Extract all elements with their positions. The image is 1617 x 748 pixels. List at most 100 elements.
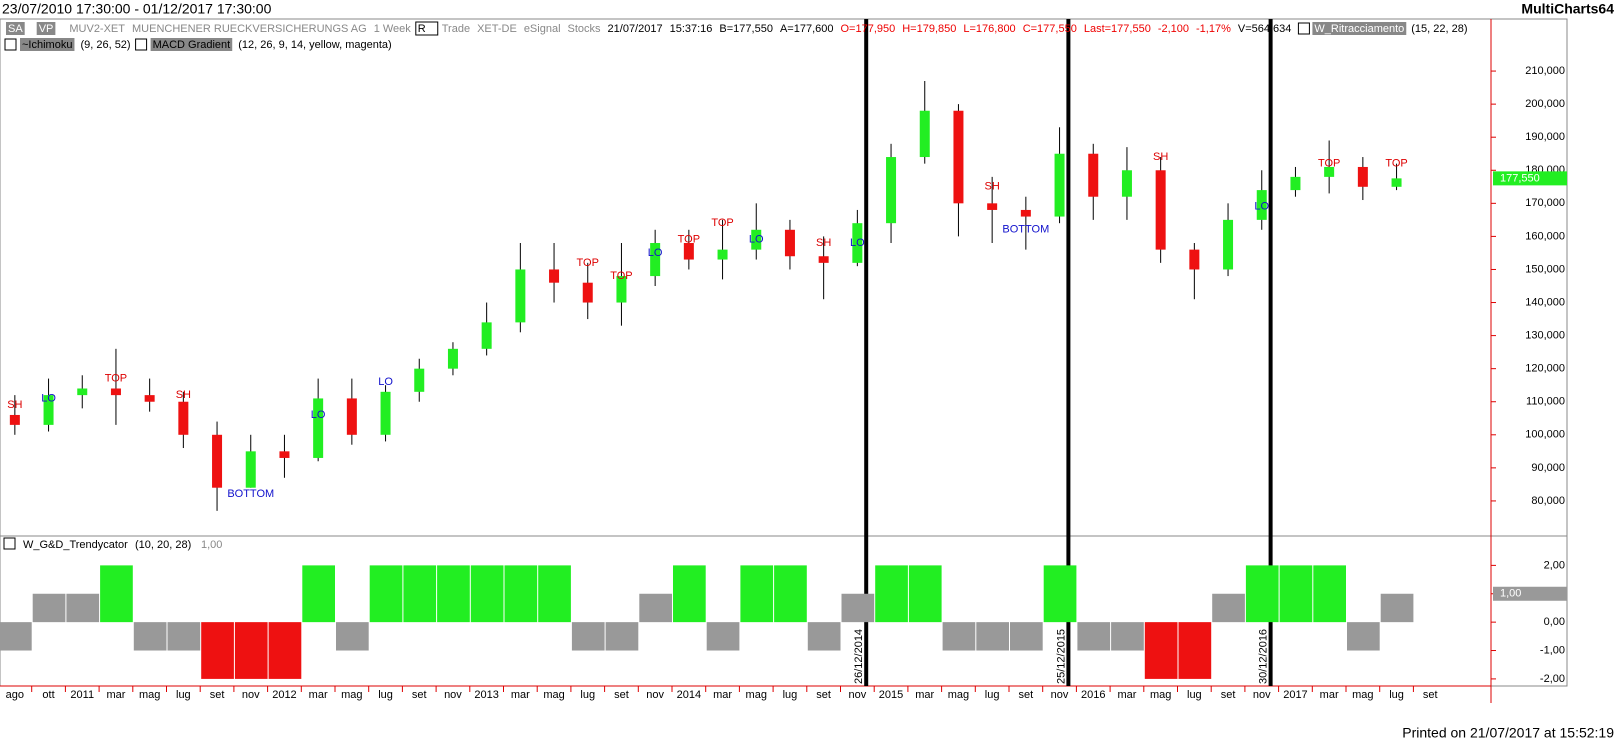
bar	[639, 593, 672, 623]
toolbar-item: Last=177,550	[1084, 23, 1151, 35]
candle-body	[1223, 219, 1234, 270]
bar	[571, 622, 605, 651]
x-tick-label: ago	[6, 689, 24, 701]
close-box[interactable]	[135, 38, 148, 51]
toolbar-item: L=176,800	[963, 23, 1015, 35]
bar	[1178, 622, 1212, 679]
toolbar-item: 1 Week	[374, 23, 412, 35]
close-box[interactable]	[4, 38, 17, 51]
candle-body	[1290, 176, 1301, 191]
candle-body	[1088, 153, 1099, 197]
bar	[268, 622, 302, 679]
bar	[1010, 622, 1043, 651]
x-tick-label: lug	[1389, 689, 1404, 701]
annotation: LO	[648, 247, 663, 259]
tag[interactable]	[36, 22, 56, 35]
bar	[538, 565, 571, 623]
x-tick-label: 2015	[879, 689, 903, 701]
y-tick-label: 200,000	[1525, 98, 1565, 110]
toolbar-item: V=564.634	[1238, 23, 1292, 35]
bar	[504, 565, 538, 623]
candle-body	[178, 401, 189, 435]
x-tick-label: set	[1423, 689, 1438, 701]
toolbar-item: XET-DE	[477, 23, 517, 35]
bar	[437, 565, 470, 623]
candle-body	[346, 398, 357, 435]
bar	[1347, 622, 1380, 651]
x-tick-label: 2017	[1283, 689, 1307, 701]
x-tick-label: nov	[242, 689, 260, 701]
x-tick-label: mar	[309, 689, 328, 701]
separator-label: 30/12/2016	[1258, 629, 1270, 684]
candle-body	[515, 269, 526, 323]
x-tick-label: 2016	[1081, 689, 1105, 701]
indicator-params: (10, 20, 28)	[135, 539, 191, 551]
candle-body	[717, 249, 728, 260]
toolbar-item: R	[418, 23, 426, 35]
candle-body	[9, 414, 20, 425]
x-tick-label: 2011	[70, 689, 94, 701]
separator-label: 26/12/2014	[853, 629, 865, 684]
x-tick-label: mag	[746, 689, 767, 701]
toolbar-item: H=179,850	[902, 23, 956, 35]
toolbar-item: MUV2-XET	[69, 23, 125, 35]
candle-body	[1155, 170, 1166, 250]
x-tick-label: set	[1221, 689, 1236, 701]
bar	[66, 593, 100, 623]
candle-body	[481, 322, 492, 349]
bar	[807, 622, 841, 651]
candle-body	[784, 229, 795, 257]
x-tick-label: nov	[1051, 689, 1069, 701]
x-tick-label: lug	[176, 689, 191, 701]
tag[interactable]	[6, 22, 25, 35]
candle-body	[751, 229, 762, 250]
x-tick-label: set	[816, 689, 831, 701]
annotation: BOTTOM	[1002, 224, 1049, 236]
x-tick-label: mar	[511, 689, 530, 701]
bar	[706, 622, 740, 651]
candle-body	[77, 388, 88, 396]
bar	[1279, 565, 1313, 623]
x-tick-label: mag	[341, 689, 362, 701]
bar	[201, 622, 234, 679]
tag[interactable]	[415, 21, 439, 36]
x-tick-label: 2014	[677, 689, 701, 701]
candle-body	[1121, 170, 1132, 197]
bar	[302, 565, 335, 623]
y-tick-label: 160,000	[1525, 230, 1565, 242]
indicator-title: W_G&D_Trendycator	[23, 539, 128, 551]
toolbar-item: eSignal	[524, 23, 561, 35]
candle-body	[852, 223, 863, 263]
annotation: LO	[1254, 201, 1269, 213]
annotation: TOP	[1318, 158, 1340, 170]
candle-body	[313, 398, 324, 458]
toolbar-item: Trade	[442, 23, 470, 35]
candle-body	[1189, 249, 1200, 270]
bar	[1077, 622, 1111, 651]
annotation: LO	[378, 376, 393, 388]
x-tick-label: lug	[580, 689, 595, 701]
y-tick-label: -2,00	[1540, 673, 1565, 685]
range-title: 23/07/2010 17:30:00 - 01/12/2017 17:30:0…	[2, 1, 272, 17]
annotation: TOP	[1385, 158, 1407, 170]
tag[interactable]	[150, 38, 233, 51]
last-price-tag	[1493, 171, 1567, 186]
bar	[32, 593, 66, 623]
close-box[interactable]	[3, 537, 16, 550]
x-tick-label: mag	[1352, 689, 1373, 701]
toolbar-item: 21/07/2017	[608, 23, 663, 35]
y-tick-label: -1,00	[1540, 644, 1565, 656]
candle-body	[582, 282, 593, 303]
candle-body	[650, 243, 661, 277]
toolbar-item: B=177,550	[719, 23, 773, 35]
tag[interactable]	[20, 38, 75, 51]
close-box[interactable]	[1297, 22, 1310, 35]
candle-body	[886, 157, 897, 224]
x-tick-label: set	[614, 689, 629, 701]
plot: ago ott 2011 mar mag lug set nov 2012 mar mag lug se…	[0, 19, 1567, 701]
x-tick-label: mar	[713, 689, 732, 701]
x-tick-label: lug	[378, 689, 393, 701]
x-tick-label: mag	[543, 689, 564, 701]
tag[interactable]	[1312, 22, 1407, 35]
